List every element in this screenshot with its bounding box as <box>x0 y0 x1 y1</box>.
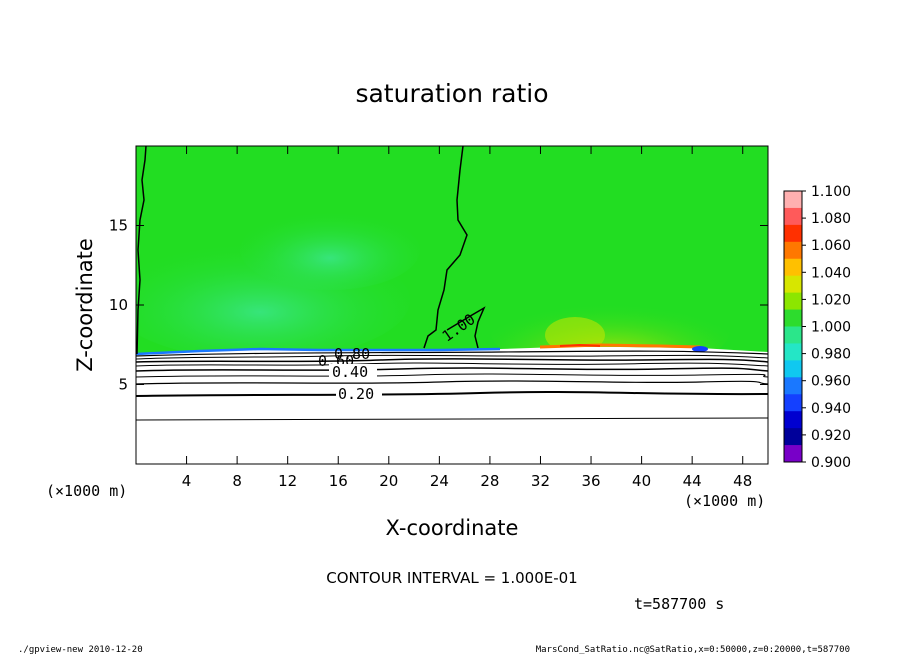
contour-line <box>136 367 768 372</box>
contour-label-bg <box>336 386 382 401</box>
x-axis: 4 8 12 16 20 24 28 32 36 40 44 48 <box>182 146 752 490</box>
colorbar-swatch <box>784 292 802 311</box>
surface-patch <box>692 346 708 352</box>
colorbar-swatch <box>784 360 802 378</box>
x-tick-label: 32 <box>531 472 550 490</box>
x-axis-label: X-coordinate <box>386 516 519 540</box>
colorbar-swatch <box>784 428 802 446</box>
contour-line <box>136 362 768 367</box>
x-tick-label: 16 <box>329 472 348 490</box>
colorbar-swatch <box>784 241 802 260</box>
x-tick-label: 40 <box>632 472 651 490</box>
colorbar-swatch <box>784 326 802 344</box>
x-tick-label: 44 <box>683 472 702 490</box>
colorbar-tick-label: 0.900 <box>811 455 851 471</box>
x-tick-label: 20 <box>379 472 398 490</box>
x-axis-unit: (×1000 m) <box>684 492 765 510</box>
y-tick-label: 10 <box>109 296 128 314</box>
colorbar-swatch <box>784 191 802 209</box>
colorbar-swatch <box>784 275 802 294</box>
colorbar-swatch <box>784 411 802 429</box>
subsaturated-patch <box>240 210 420 290</box>
colorbar-tick-label: 1.080 <box>811 211 851 227</box>
x-tick-label: 4 <box>182 472 192 490</box>
colorbar-tick-label: 1.060 <box>811 238 851 254</box>
colorbar-swatch <box>784 377 802 395</box>
contour-line <box>136 391 768 397</box>
colorbar-swatch <box>784 258 802 277</box>
colorbar-swatch <box>784 309 802 327</box>
colorbar: 1.100 1.080 1.060 1.040 1.020 1.000 0.980 0.960… <box>783 184 851 471</box>
colorbar-tick-label: 0.920 <box>811 428 851 444</box>
footer-right: MarsCond_SatRatio.nc@SatRatio,x=0:50000,… <box>536 645 850 654</box>
y-tick-label: 5 <box>118 376 128 394</box>
contour-line <box>136 380 768 385</box>
contour-label: 0.20 <box>338 385 374 403</box>
time-text: t=587700 s <box>634 595 724 613</box>
contour-label-bg <box>329 364 377 379</box>
x-tick-label: 36 <box>581 472 600 490</box>
contour-label: 0.40 <box>332 363 368 381</box>
colorbar-tick-label: 1.020 <box>811 292 851 308</box>
plot-field: 1.00 0.80 0.60 0.40 0.20 <box>136 146 768 464</box>
footer-left: ./gpview-new 2010-12-20 <box>18 645 143 654</box>
y-axis-unit: (×1000 m) <box>46 482 127 500</box>
colorbar-swatch <box>784 445 802 463</box>
x-tick-label: 12 <box>278 472 297 490</box>
contour-line <box>136 358 768 363</box>
colorbar-tick-label: 1.040 <box>811 265 851 281</box>
chart-title: saturation ratio <box>355 79 548 108</box>
contour-line <box>136 373 768 378</box>
colorbar-tick-label: 1.100 <box>811 184 851 200</box>
colorbar-swatch <box>784 207 802 226</box>
contour-line <box>136 350 768 357</box>
x-tick-label: 24 <box>430 472 449 490</box>
x-tick-label: 48 <box>733 472 752 490</box>
x-tick-label: 8 <box>232 472 242 490</box>
y-axis-label: Z-coordinate <box>73 238 97 372</box>
contour-line <box>136 354 768 360</box>
colorbar-tick-label: 1.000 <box>811 320 851 336</box>
contour-line-1-00 <box>136 146 147 355</box>
y-tick-label: 15 <box>109 217 128 235</box>
x-tick-label: 28 <box>480 472 499 490</box>
colorbar-tick-label: 0.980 <box>811 347 851 363</box>
contour-label: 0.80 <box>334 345 370 363</box>
colorbar-tick-label: 0.940 <box>811 401 851 417</box>
surface-edge-low <box>136 347 501 356</box>
colorbar-swatch <box>784 394 802 412</box>
y-axis: 5 10 15 <box>109 217 768 394</box>
colorbar-tick-label: 0.960 <box>811 374 851 390</box>
colorbar-swatch <box>784 224 802 243</box>
contour-interval-text: CONTOUR INTERVAL = 1.000E-01 <box>326 569 577 587</box>
contour-line-1-00 <box>446 306 486 349</box>
surface-edge-high <box>559 343 601 347</box>
contour-line-1-00 <box>423 146 468 349</box>
colorbar-swatch <box>784 343 802 361</box>
